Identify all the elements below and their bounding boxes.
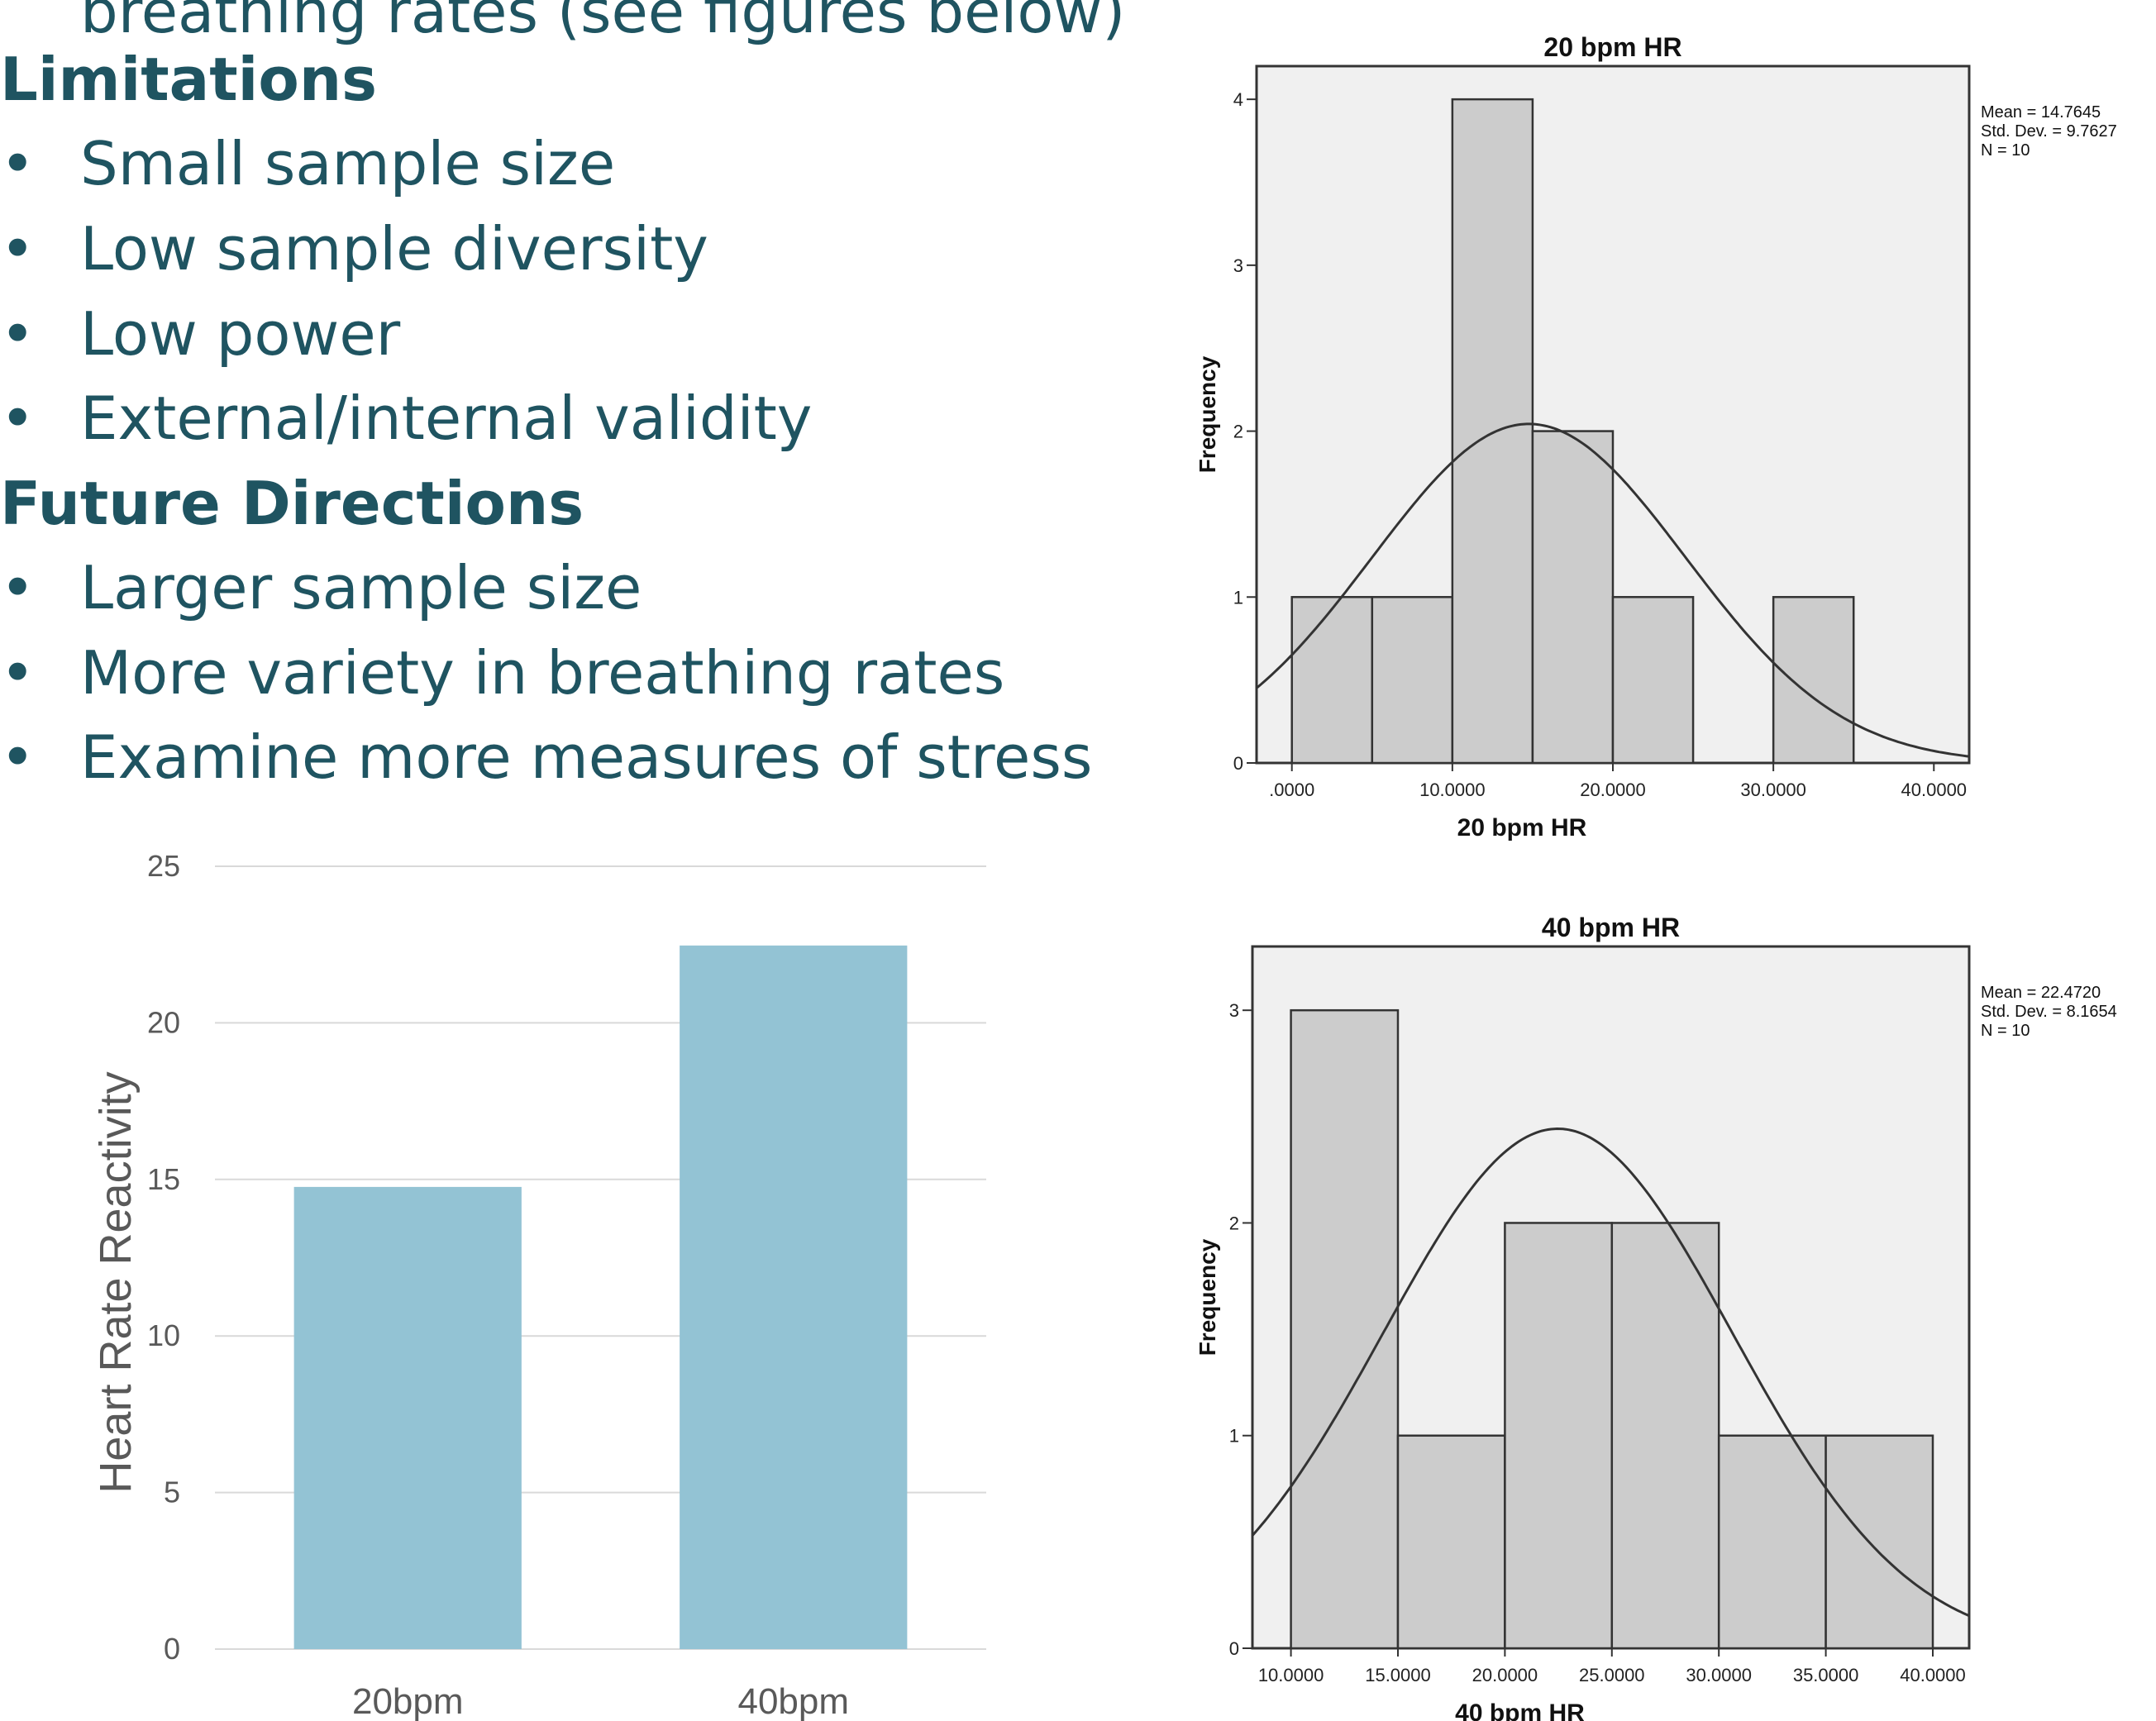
y-tick-label: 10 <box>147 1318 180 1352</box>
stats-label: N = 10 <box>1981 141 2030 160</box>
x-tick-label: .0000 <box>1269 779 1314 800</box>
partial-bullet-text: breathing rates (see figures below) <box>80 0 1126 46</box>
chart-title: 40 bpm HR <box>1542 913 1680 942</box>
y-axis-label: Frequency <box>1195 355 1220 473</box>
x-tick-label: 40.0000 <box>1901 779 1968 800</box>
x-tick-label: 15.0000 <box>1365 1665 1431 1685</box>
x-tick-label: 40.0000 <box>1900 1665 1966 1685</box>
list-item-text: Examine more measures of stress <box>80 722 1093 792</box>
x-tick-label: 20.0000 <box>1580 779 1646 800</box>
list-item-text: Small sample size <box>80 129 616 198</box>
x-tick-label: 35.0000 <box>1793 1665 1859 1685</box>
y-tick-label: 3 <box>1229 1000 1239 1021</box>
list-item-text: More variety in breathing rates <box>80 638 1005 708</box>
y-tick-label: 1 <box>1233 587 1243 608</box>
y-tick-label: 15 <box>147 1162 180 1196</box>
x-tick-label: 20bpm <box>352 1681 464 1721</box>
y-tick-label: 25 <box>147 849 180 883</box>
histogram-bar <box>1451 98 1534 765</box>
histogram-bar <box>1371 596 1454 765</box>
bullet-icon: • <box>0 129 36 198</box>
stats-label: Std. Dev. = 9.7627 <box>1981 122 2117 141</box>
x-tick-label: 30.0000 <box>1686 1665 1752 1685</box>
list-item-text: Larger sample size <box>80 553 642 622</box>
y-tick-label: 0 <box>164 1632 180 1666</box>
histogram-bar <box>1717 1434 1827 1650</box>
bullet-icon: • <box>0 722 36 792</box>
x-tick-label: 40bpm <box>737 1681 849 1721</box>
y-tick-label: 2 <box>1229 1213 1239 1233</box>
x-tick-label: 25.0000 <box>1579 1665 1645 1685</box>
x-tick-label: 10.0000 <box>1258 1665 1324 1685</box>
y-tick-label: 2 <box>1233 422 1243 442</box>
stats-label: Mean = 22.4720 <box>1981 984 2101 1002</box>
histogram-bar <box>1531 430 1615 765</box>
y-tick-label: 4 <box>1233 89 1243 110</box>
bullet-icon: • <box>0 638 36 708</box>
x-tick-label: 30.0000 <box>1740 779 1806 800</box>
chart-title: 20 bpm HR <box>1543 32 1681 62</box>
histogram-40bpm: 0 1 2 3 10.0000 15.0000 20.0000 25.0000 30.0000 3… <box>1195 913 2117 1721</box>
y-axis-label: Frequency <box>1195 1238 1220 1356</box>
list-item-text: Low power <box>80 299 401 369</box>
normal-curve <box>1251 1127 1970 1618</box>
stats-label: N = 10 <box>1981 1022 2030 1040</box>
histogram-bar <box>1824 1434 1934 1650</box>
y-tick-label: 0 <box>1229 1638 1239 1659</box>
y-tick-label: 0 <box>1233 753 1243 774</box>
y-tick-label: 20 <box>147 1005 180 1039</box>
bullet-icon: • <box>0 214 36 284</box>
normal-curve <box>1256 422 1970 758</box>
heart-rate-bar-chart: 0 5 10 15 20 25 20bpm 40bpm Heart Rate Reactivit… <box>91 849 986 1721</box>
bar <box>293 1186 522 1649</box>
y-tick-label: 5 <box>164 1475 180 1509</box>
x-tick-label: 20.0000 <box>1472 1665 1538 1685</box>
histogram-bar <box>1290 596 1374 765</box>
y-tick-label: 3 <box>1233 255 1243 276</box>
histogram-bar <box>1610 1222 1720 1650</box>
x-axis-label: 20 bpm HR <box>1457 814 1587 841</box>
histogram-bar <box>1772 596 1855 765</box>
histogram-bar <box>1611 596 1695 765</box>
bullet-icon: • <box>0 299 36 369</box>
list-item-text: External/internal validity <box>80 384 813 453</box>
bar <box>680 945 908 1649</box>
stats-label: Mean = 14.7645 <box>1981 103 2101 122</box>
histogram-20bpm: 0 1 2 3 4 .0000 10.0000 20.0000 30.0000 40.0000 20… <box>1195 32 2117 841</box>
list-item-text: Low sample diversity <box>80 214 708 284</box>
histogram-bar <box>1290 1008 1400 1650</box>
x-axis-label: 40 bpm HR <box>1455 1700 1585 1721</box>
limitations-heading: Limitations <box>0 45 377 114</box>
y-tick-label: 1 <box>1229 1426 1239 1447</box>
stats-label: Std. Dev. = 8.1654 <box>1981 1003 2117 1021</box>
future-directions-heading: Future Directions <box>0 469 584 538</box>
histogram-bar <box>1504 1222 1614 1650</box>
y-axis-label: Heart Rate Reactivity <box>91 1071 141 1493</box>
histogram-bar <box>1396 1434 1506 1650</box>
bullet-icon: • <box>0 384 36 453</box>
x-tick-label: 10.0000 <box>1419 779 1486 800</box>
bullet-icon: • <box>0 553 36 622</box>
